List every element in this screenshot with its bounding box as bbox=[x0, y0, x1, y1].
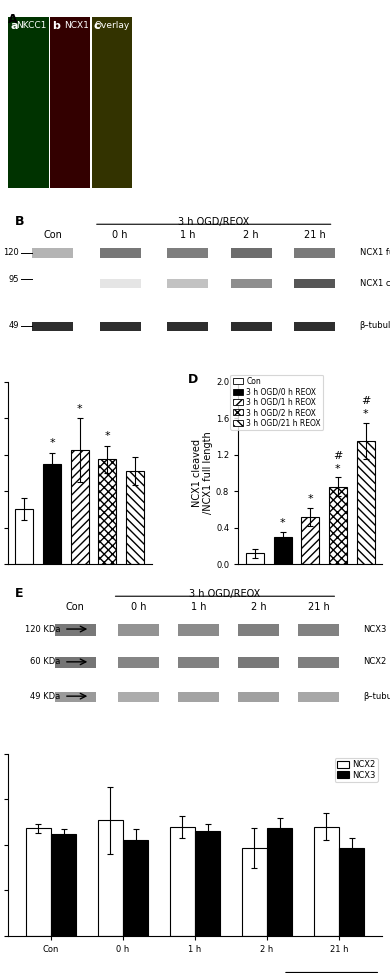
Bar bbox=[99, 248, 141, 257]
Bar bbox=[178, 691, 219, 702]
Text: 2 h: 2 h bbox=[243, 230, 259, 240]
Bar bbox=[43, 464, 61, 564]
Bar bbox=[55, 624, 96, 636]
Text: *: * bbox=[77, 404, 83, 413]
Text: 3 h OGD/REOX: 3 h OGD/REOX bbox=[178, 216, 249, 227]
Text: #: # bbox=[361, 397, 370, 407]
Text: a: a bbox=[10, 20, 18, 30]
Bar bbox=[238, 691, 279, 702]
Text: 2 h: 2 h bbox=[251, 603, 266, 612]
Bar bbox=[9, 17, 49, 188]
Bar bbox=[99, 322, 141, 331]
Bar bbox=[294, 322, 335, 331]
Text: D: D bbox=[188, 372, 198, 386]
Bar bbox=[246, 553, 264, 564]
Text: NCX1 full length: NCX1 full length bbox=[360, 248, 390, 257]
Text: 49 KDa: 49 KDa bbox=[30, 691, 60, 701]
Bar bbox=[356, 441, 374, 564]
Bar bbox=[118, 691, 160, 702]
Bar bbox=[230, 322, 272, 331]
Text: 21 h: 21 h bbox=[308, 603, 330, 612]
Text: β–tubulin: β–tubulin bbox=[360, 321, 390, 331]
Text: 49: 49 bbox=[9, 321, 19, 331]
Text: 3 h OGD/REOX: 3 h OGD/REOX bbox=[189, 589, 261, 599]
Bar bbox=[51, 834, 76, 936]
Text: 1 h: 1 h bbox=[191, 603, 206, 612]
Text: b: b bbox=[52, 20, 60, 30]
Text: *: * bbox=[105, 431, 110, 441]
Bar bbox=[118, 657, 160, 668]
Bar bbox=[273, 536, 291, 564]
Bar bbox=[267, 829, 292, 936]
Bar bbox=[314, 827, 339, 936]
Text: Con: Con bbox=[66, 603, 85, 612]
Text: NCX2: NCX2 bbox=[363, 657, 387, 666]
Bar bbox=[123, 840, 148, 936]
Text: *: * bbox=[363, 410, 369, 419]
Bar bbox=[167, 322, 208, 331]
Text: NCX1 cleaved: NCX1 cleaved bbox=[360, 280, 390, 289]
Bar bbox=[167, 280, 208, 288]
Text: 120 KDa: 120 KDa bbox=[25, 625, 60, 634]
Bar bbox=[294, 248, 335, 257]
Text: *: * bbox=[307, 494, 313, 504]
Text: β–tubulin: β–tubulin bbox=[363, 691, 390, 701]
Bar bbox=[32, 322, 73, 331]
Legend: Con, 3 h OGD/0 h REOX, 3 h OGD/1 h REOX, 3 h OGD/2 h REOX, 3 h OGD/21 h REOX: Con, 3 h OGD/0 h REOX, 3 h OGD/1 h REOX,… bbox=[230, 374, 323, 430]
Bar bbox=[55, 657, 96, 668]
Text: #: # bbox=[333, 451, 342, 461]
Bar bbox=[242, 847, 267, 936]
Bar bbox=[329, 487, 347, 564]
Legend: NCX2, NCX3: NCX2, NCX3 bbox=[335, 758, 378, 782]
Bar bbox=[298, 691, 339, 702]
Bar bbox=[230, 280, 272, 288]
Bar bbox=[170, 827, 195, 936]
Bar bbox=[99, 280, 141, 288]
Text: Con: Con bbox=[43, 230, 62, 240]
Text: B: B bbox=[15, 215, 25, 228]
Text: 1 h: 1 h bbox=[180, 230, 195, 240]
Text: 120: 120 bbox=[3, 248, 19, 257]
Bar bbox=[178, 624, 219, 636]
Bar bbox=[50, 17, 90, 188]
Bar bbox=[178, 657, 219, 668]
Bar bbox=[55, 691, 96, 702]
Bar bbox=[32, 248, 73, 257]
Text: NKCC1: NKCC1 bbox=[16, 20, 47, 29]
Bar bbox=[126, 471, 144, 564]
Bar bbox=[298, 624, 339, 636]
Bar bbox=[230, 248, 272, 257]
Bar bbox=[98, 820, 123, 936]
Text: c: c bbox=[94, 20, 100, 30]
Text: Overlay: Overlay bbox=[95, 20, 130, 29]
Text: NCX1: NCX1 bbox=[64, 20, 89, 29]
Bar bbox=[92, 17, 132, 188]
Bar bbox=[238, 657, 279, 668]
Bar bbox=[16, 509, 34, 564]
Text: 21 h: 21 h bbox=[304, 230, 326, 240]
Bar bbox=[167, 248, 208, 257]
Bar bbox=[298, 657, 339, 668]
Y-axis label: NCX1 cleaved
/NCX1 full length: NCX1 cleaved /NCX1 full length bbox=[191, 432, 213, 514]
Bar bbox=[339, 847, 364, 936]
Bar bbox=[118, 624, 160, 636]
Text: *: * bbox=[49, 439, 55, 448]
Text: 60 KDa: 60 KDa bbox=[30, 657, 60, 666]
Bar bbox=[294, 280, 335, 288]
Text: A: A bbox=[8, 14, 18, 26]
Bar bbox=[71, 450, 89, 564]
Text: E: E bbox=[15, 587, 24, 601]
Bar bbox=[301, 517, 319, 564]
Text: 0 h: 0 h bbox=[112, 230, 128, 240]
Text: *: * bbox=[335, 464, 341, 474]
Text: *: * bbox=[280, 519, 285, 528]
Bar bbox=[238, 624, 279, 636]
Text: NCX3: NCX3 bbox=[363, 625, 387, 634]
Text: 0 h: 0 h bbox=[131, 603, 147, 612]
Text: 95: 95 bbox=[9, 275, 19, 284]
Bar bbox=[195, 832, 220, 936]
Bar bbox=[99, 459, 117, 564]
Bar bbox=[26, 829, 51, 936]
